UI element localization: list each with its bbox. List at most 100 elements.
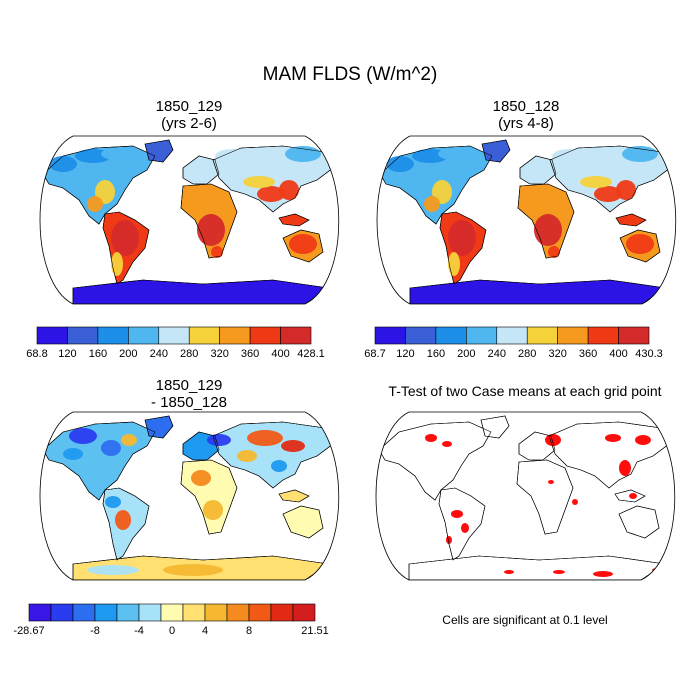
field-patch — [247, 430, 283, 446]
field-patch — [425, 434, 437, 442]
colorbar-label: 360 — [241, 348, 259, 360]
colorbar-swatch — [72, 603, 96, 622]
field-patch — [580, 176, 612, 188]
map-border — [39, 411, 340, 581]
land-northAmerica — [378, 421, 492, 501]
panel3-title-line1: 1850_129 — [155, 377, 223, 394]
colorbar-swatch — [128, 326, 160, 345]
colorbar-swatch — [248, 603, 272, 622]
colorbar-label: 280 — [518, 348, 536, 360]
colorbar-label: 120 — [58, 348, 76, 360]
colorbar-swatch — [557, 326, 589, 345]
coastline-indonesia — [278, 489, 310, 503]
map-border — [39, 135, 340, 305]
colorbar-swatch — [188, 326, 220, 345]
field-patch — [594, 186, 622, 202]
colorbar-label: 68.7 — [364, 348, 385, 360]
panel1-title-line1: 1850_129 — [155, 98, 223, 115]
panel3-title: 1850_129 - 1850_128 — [33, 377, 345, 411]
coastline-southAmerica — [102, 487, 150, 561]
colorbar-swatch — [270, 603, 294, 622]
field-patch — [438, 148, 470, 160]
coastline-africa — [180, 459, 238, 535]
colorbar-swatch — [219, 326, 251, 345]
coastline-australia — [619, 229, 661, 263]
colorbar-3: -28.67 -8 -4 0 4 8 21.51 — [13, 603, 329, 637]
field-patch — [243, 176, 275, 188]
panel3-title-line2: - 1850_128 — [151, 394, 227, 411]
colorbar-swatch — [158, 326, 190, 345]
coastline-australia — [282, 229, 324, 263]
field-patch — [197, 214, 225, 246]
coastline-africa — [516, 459, 574, 535]
coastline-asia — [548, 421, 670, 489]
coastline-europe — [519, 155, 557, 185]
colorbar-label: 0 — [169, 625, 175, 637]
colorbar-swatch — [226, 603, 250, 622]
panel2-title-line2: (yrs 4-8) — [498, 115, 554, 132]
colorbar-label: 4 — [202, 625, 208, 637]
field-patch — [105, 496, 121, 508]
field-patch — [548, 480, 554, 484]
colorbar-label: 360 — [579, 348, 597, 360]
field-patch — [185, 194, 217, 210]
colorbar-label: 240 — [150, 348, 168, 360]
colorbar-label: 430.3 — [635, 348, 663, 360]
field-patch — [504, 570, 514, 574]
coastline-greenland — [144, 139, 174, 163]
field-patch — [289, 234, 317, 254]
coastline-southAmerica — [102, 211, 150, 285]
field-patch — [619, 460, 631, 476]
colorbar-label: 320 — [548, 348, 566, 360]
field-patch — [534, 214, 562, 246]
colorbar-label: 21.51 — [301, 625, 329, 637]
panel1-title: 1850_129 (yrs 2-6) — [33, 98, 345, 132]
field-patch — [49, 156, 77, 172]
field-patch — [552, 149, 588, 163]
field-patch — [87, 565, 139, 575]
coastline-antarctica — [408, 555, 666, 580]
field-patch — [211, 246, 223, 258]
colorbar-swatch — [466, 326, 498, 345]
coastline-indonesia — [278, 213, 310, 227]
field-patch — [553, 570, 565, 574]
panel2-title: 1850_128 (yrs 4-8) — [370, 98, 682, 132]
coastline-antarctica — [409, 279, 667, 304]
field-patch — [616, 180, 636, 200]
colorbar-swatch — [182, 603, 206, 622]
field-patch — [572, 499, 578, 505]
field-patch — [285, 146, 321, 162]
field-patch — [593, 571, 613, 577]
colorbar-label: 8 — [246, 625, 252, 637]
coastline-asia — [212, 145, 334, 213]
field-patch — [87, 196, 103, 212]
colorbar-label: 400 — [609, 348, 627, 360]
colorbar-swatch — [618, 326, 650, 345]
field-patch — [281, 440, 305, 452]
coastline-northAmerica — [379, 145, 493, 225]
coastline-asia — [212, 421, 334, 489]
land-africa — [180, 459, 238, 535]
colorbar-label: -8 — [90, 625, 100, 637]
colorbar-swatch — [116, 603, 140, 622]
coastline-indonesia — [614, 489, 646, 503]
field-patch — [203, 500, 223, 520]
field-patch — [446, 536, 452, 544]
colorbar-label: -28.67 — [13, 625, 44, 637]
field-patch — [279, 180, 299, 200]
colorbar-1: 68.8 120 160 200 240 280 320 360 400 428.1 — [26, 326, 325, 360]
colorbar-swatch — [374, 326, 406, 345]
field-patch — [149, 142, 169, 154]
coastline-southAmerica — [439, 211, 487, 285]
panel2-title-line1: 1850_128 — [492, 98, 560, 115]
colorbar-swatch — [28, 603, 52, 622]
map-panel-4 — [375, 411, 676, 581]
colorbar-swatch — [587, 326, 619, 345]
field-patch — [271, 460, 287, 472]
coastline-europe — [518, 431, 556, 461]
field-patch — [605, 434, 621, 442]
colorbar-swatch — [67, 326, 99, 345]
colorbar-swatch — [138, 603, 162, 622]
map-panel-2 — [376, 135, 677, 305]
field-patch — [635, 435, 651, 445]
